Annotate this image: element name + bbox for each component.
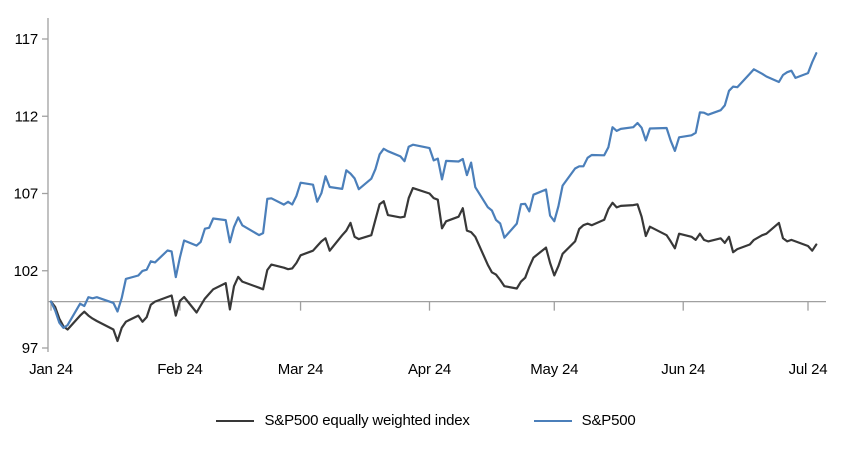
- y-axis-tick-label: 112: [15, 108, 38, 125]
- legend-item-sp500: S&P500: [533, 412, 636, 429]
- legend-item-equal-weight: S&P500 equally weighted index: [216, 412, 470, 429]
- equal-weight-series-line: [49, 187, 818, 343]
- x-axis-tick-label: Apr 24: [408, 361, 451, 378]
- x-axis-tick-label: Jul 24: [789, 361, 828, 378]
- x-axis-tick-label: Mar 24: [278, 361, 324, 378]
- x-axis-tick-label: Feb 24: [157, 361, 203, 378]
- legend-swatch-equal-weight-line: [216, 419, 255, 422]
- x-axis-tick-label: May 24: [530, 361, 578, 378]
- y-axis-tick-label: 107: [14, 186, 38, 203]
- line-chart-plot: 97 102 107 112 117 Jan 24 Feb 24 Mar 24 Apr 24 Ma…: [14, 18, 828, 378]
- sp500-series-line: [49, 52, 818, 329]
- x-axis-tick-label: Jan 24: [29, 361, 73, 378]
- y-axis-tick-label: 117: [15, 31, 38, 48]
- legend-label-sp500: S&P500: [581, 412, 636, 429]
- x-axis-tick-label: Jun 24: [661, 361, 705, 378]
- legend: S&P500 equally weighted index S&P500: [0, 412, 852, 429]
- legend-swatch-sp500-line: [533, 419, 572, 422]
- legend-label-equal-weight: S&P500 equally weighted index: [264, 412, 470, 429]
- y-axis-tick-label: 97: [22, 340, 38, 357]
- y-axis-tick-label: 102: [14, 263, 38, 280]
